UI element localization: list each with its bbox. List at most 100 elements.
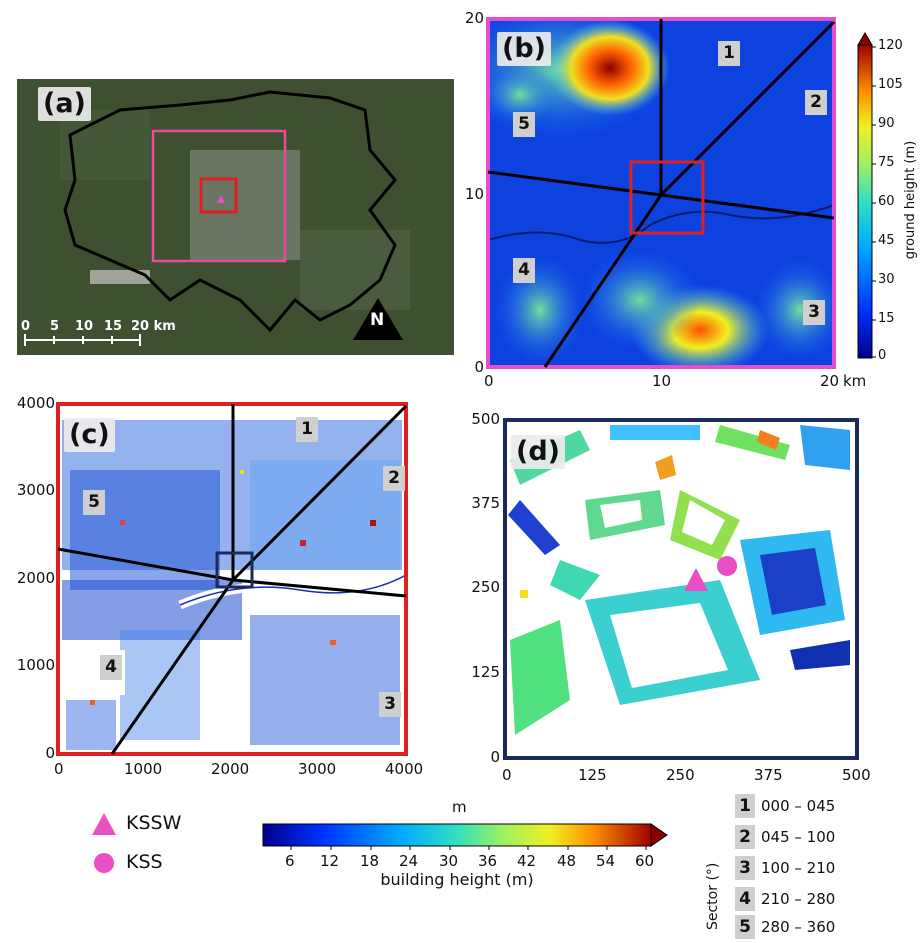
b-x-tick: 10: [652, 372, 672, 390]
sector-legend-row: 1 000 – 045: [735, 793, 835, 819]
ground-cb-tick: 120: [878, 38, 903, 53]
panel-c-inner-box: [215, 551, 254, 589]
ground-cb-tick: 15: [878, 311, 895, 326]
d-y-tick: 0: [490, 748, 500, 766]
b-sector-4: 4: [513, 258, 535, 283]
sector-legend-range: 280 – 360: [761, 918, 836, 936]
building-cb-tick: 48: [557, 852, 577, 870]
panel-b-inner-box: [629, 160, 705, 235]
ground-cb-tick: 0: [878, 348, 887, 363]
panel-d-frame: [503, 418, 859, 760]
d-x-tick: 375: [754, 766, 783, 784]
sector-legend-range: 100 – 210: [761, 859, 836, 877]
sector-legend-row: 3 100 – 210: [735, 855, 835, 881]
c-y-tick: 4000: [16, 394, 55, 412]
sector-legend-num: 1: [735, 794, 755, 818]
building-cb-tick: 54: [596, 852, 616, 870]
c-x-tick: 1000: [124, 760, 163, 778]
sector-legend-range: 045 – 100: [761, 828, 836, 846]
building-cb-tick: 24: [399, 852, 419, 870]
d-y-tick: 250: [471, 578, 500, 596]
scale-tick: 5: [50, 319, 60, 334]
river-thames: [488, 204, 834, 244]
kss-marker-large: [717, 556, 737, 576]
panel-c-sector-lines: [57, 404, 408, 755]
b-x-tick: 0: [484, 372, 494, 390]
scale-tick: 20 km: [131, 319, 176, 334]
b-sector-3: 3: [803, 300, 825, 325]
kssw-legend-icon: [92, 813, 116, 835]
c-y-tick: 3000: [16, 481, 55, 499]
d-y-tick: 375: [471, 494, 500, 512]
north-arrow-icon: [353, 298, 403, 340]
b-sector-2: 2: [805, 90, 827, 115]
kssw-legend-label: KSSW: [126, 812, 182, 834]
sector-legend-row: 2 045 – 100: [735, 824, 835, 850]
c-sector-1: 1: [296, 417, 318, 442]
sector-legend-range: 210 – 280: [761, 890, 836, 908]
ground-cb-tick: 60: [878, 194, 895, 209]
model-domain-frame: [151, 129, 287, 263]
c-x-tick: 4000: [385, 760, 424, 778]
c-sector-4: 4: [100, 655, 122, 680]
ground-cb-tick: 90: [878, 116, 895, 131]
study-area-frame: [199, 177, 238, 214]
north-label: N: [370, 310, 385, 330]
d-x-tick: 500: [842, 766, 871, 784]
b-sector-5: 5: [513, 112, 535, 137]
kssw-marker-large: [684, 568, 708, 591]
sector-legend-num: 4: [735, 887, 755, 911]
ground-cb-tick: 45: [878, 233, 895, 248]
greater-london-boundary: [63, 90, 397, 333]
building-cb-tick: 42: [517, 852, 537, 870]
scale-tick: 0: [21, 319, 31, 334]
c-sector-5: 5: [83, 490, 105, 515]
kssw-marker-small: [217, 195, 225, 203]
b-y-tick: 20: [464, 9, 484, 27]
sector-legend-range: 000 – 045: [761, 797, 836, 815]
c-y-tick: 2000: [16, 569, 55, 587]
panel-c-tag: (c): [64, 418, 115, 452]
b-x-tick: 20: [820, 372, 840, 390]
d-x-tick: 0: [502, 766, 512, 784]
building-cb-tick: 36: [478, 852, 498, 870]
d-x-tick: 250: [666, 766, 695, 784]
ground-cb-tick: 105: [878, 77, 903, 92]
c-x-tick: 3000: [298, 760, 337, 778]
c-sector-3: 3: [379, 692, 401, 717]
scale-tick: 10: [75, 319, 94, 334]
building-cb-label: building height (m): [380, 870, 534, 889]
panel-d-buildings: [505, 420, 857, 758]
c-x-tick: 2000: [211, 760, 250, 778]
c-y-tick: 1000: [16, 656, 55, 674]
sector-legend-num: 3: [735, 856, 755, 880]
b-y-tick: 0: [474, 358, 484, 376]
building-cb-tick: 6: [285, 852, 295, 870]
ground-cb-label: ground height (m): [903, 140, 918, 260]
d-x-tick: 125: [578, 766, 607, 784]
building-cb-tick: 30: [439, 852, 459, 870]
b-sector-1: 1: [718, 41, 740, 66]
building-colorbar: [262, 823, 652, 847]
sector-legend-row: 5 280 – 360: [735, 914, 835, 940]
b-x-unit: km: [843, 372, 867, 390]
kss-legend-label: KSS: [126, 851, 163, 873]
panel-b-tag: (b): [497, 32, 552, 66]
kss-legend-icon: [94, 853, 114, 873]
building-cb-tick: 18: [360, 852, 380, 870]
sector-legend-title: Sector (°): [705, 862, 721, 930]
scale-tick: 15: [104, 319, 123, 334]
building-cb-tick: 12: [320, 852, 340, 870]
panel-a-map: [17, 79, 454, 355]
sector-legend-row: 4 210 – 280: [735, 886, 835, 912]
c-y-tick: 0: [45, 744, 55, 762]
b-y-tick: 10: [464, 185, 484, 203]
sector-legend-num: 2: [735, 825, 755, 849]
panel-a-tag: (a): [38, 87, 91, 121]
c-x-tick: 0: [54, 760, 64, 778]
d-y-tick: 500: [471, 410, 500, 428]
ground-colorbar: [857, 44, 873, 359]
sector-legend-num: 5: [735, 915, 755, 939]
building-cb-tick: 60: [635, 852, 655, 870]
